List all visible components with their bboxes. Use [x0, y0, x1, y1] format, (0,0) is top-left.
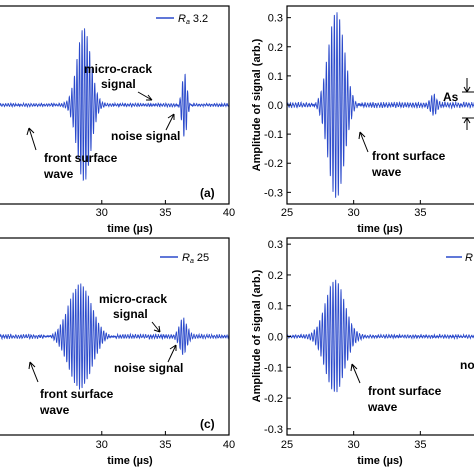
panel-b-xtick-label-1: 30	[348, 207, 360, 219]
panel-a-noise-arrow	[165, 113, 175, 131]
panel-d-ytick-label-0: -0.3	[264, 424, 283, 436]
panel-a-noise-label: noise signal	[111, 129, 180, 143]
panel-a-xtick-label-1: 35	[159, 207, 171, 219]
panel-a-legend-label: Ra 3.2	[178, 13, 208, 26]
panel-b-xtick-label-0: 25	[281, 207, 293, 219]
panel-c-noise-label: noise signal	[114, 361, 183, 375]
panel-c-xtick-label-0: 30	[96, 439, 108, 451]
panel-d-xtick-label-2: 35	[414, 439, 426, 451]
panel-b-xlabel: time (µs)	[357, 223, 403, 235]
panel-b-ytick-label-5: 0.2	[268, 42, 283, 54]
panel-d-xticks: 25 30 35	[281, 431, 426, 451]
panel-a-front-label-2: wave	[43, 167, 74, 181]
panel-c-label: (c)	[200, 417, 215, 431]
panel-b-ytick-label-1: -0.2	[264, 158, 283, 170]
panel-c-frame	[0, 237, 230, 436]
panel-b-front-label-1: front surface	[372, 149, 446, 163]
panel-b-as-label: As	[443, 90, 459, 104]
panel-a-xticks: 30 35 40	[96, 200, 235, 219]
panel-a-xtick-label-2: 40	[223, 207, 235, 219]
panel-d-xlabel: time (µs)	[357, 455, 403, 467]
panel-c-crack-arrow	[151, 321, 161, 333]
panel-c-noise-arrow	[167, 344, 177, 363]
panel-b-as-arrow-down	[463, 117, 471, 130]
panel-b-series-0-line	[286, 12, 474, 198]
panel-a-front-label-1: front surface	[44, 151, 118, 165]
panel-b-ytick-label-6: 0.3	[268, 13, 283, 25]
panel-b-front-label-2: wave	[371, 165, 402, 179]
panel-d-ytick-label-6: 0.3	[268, 239, 283, 251]
panel-d-ylabel: Amplitude of signal (arb.)	[251, 269, 263, 402]
panel-d-ytick-label-1: -0.2	[264, 393, 283, 405]
panel-c-signal-group	[0, 283, 230, 390]
panel-d-front-label-2: wave	[367, 400, 398, 414]
panel-c-crack-label-1: micro-crack	[99, 292, 167, 306]
panel-b-xtick-label-2: 35	[414, 207, 426, 219]
panel-d-no-label: no	[460, 358, 474, 372]
panel-d-signal-group	[286, 279, 474, 393]
panel-c-crack-label-2: signal	[113, 307, 148, 321]
panel-b-ytick-label-3: 0.0	[268, 100, 283, 112]
panel-b-front-arrow	[358, 131, 369, 153]
panel-c-series-0-line	[0, 283, 230, 390]
panel-d-front-label-1: front surface	[368, 384, 442, 398]
panel-b-ytick-label-4: 0.1	[268, 71, 283, 83]
panel-a-xtick-label-0: 30	[96, 207, 108, 219]
panel-a-crack-arrow	[137, 91, 153, 101]
panel-d-front-arrow	[350, 363, 361, 384]
panel-c-xticks: 30 35 40	[96, 431, 235, 451]
panel-b-as-arrow-up	[463, 78, 471, 93]
panel-d-ytick-label-3: 0.0	[268, 332, 283, 344]
panel-c-xtick-label-2: 40	[223, 439, 235, 451]
panel-b: -0.3 -0.2 -0.1 0.0 0.1 0.2 0.3 Amplitude of si…	[251, 5, 474, 235]
panel-c-front-arrow	[28, 361, 39, 383]
panel-b-yticks: -0.3 -0.2 -0.1 0.0 0.1 0.2 0.3	[264, 13, 291, 199]
panel-c-xtick-label-1: 35	[159, 439, 171, 451]
panel-a-crack-label-2: signal	[101, 77, 136, 91]
panel-c-front-label-1: front surface	[40, 387, 114, 401]
panel-a-front-arrow	[26, 127, 37, 151]
panel-a-series-0-line	[0, 28, 230, 182]
panel-a-crack-label-1: micro-crack	[84, 62, 152, 76]
panel-a: Ra 3.2 micro-crack signal noise signal fr…	[0, 5, 235, 235]
panel-a-frame	[0, 5, 230, 205]
panel-a-signal-group	[0, 28, 230, 182]
panel-b-ytick-label-0: -0.3	[264, 187, 283, 199]
panel-b-ytick-label-2: -0.1	[264, 129, 283, 141]
panel-d-xtick-label-0: 25	[281, 439, 293, 451]
panel-b-xticks: 25 30 35	[281, 200, 426, 219]
panel-c-legend-label: Ra 25	[182, 252, 209, 265]
panel-d-xtick-label-1: 30	[348, 439, 360, 451]
panel-d-ytick-label-2: -0.1	[264, 362, 283, 374]
panel-c: Ra 25 micro-crack signal noise signal fro…	[0, 237, 235, 467]
panel-a-label: (a)	[200, 186, 215, 200]
panel-d-ytick-label-5: 0.2	[268, 270, 283, 282]
panel-d-legend-label: R	[465, 252, 473, 264]
panel-d: -0.3 -0.2 -0.1 0.0 0.1 0.2 0.3 Amplitude of si…	[251, 237, 474, 467]
panel-d-series-0-line	[286, 279, 474, 393]
panel-d-yticks: -0.3 -0.2 -0.1 0.0 0.1 0.2 0.3	[264, 239, 291, 436]
panel-b-ylabel: Amplitude of signal (arb.)	[251, 38, 263, 171]
panel-b-signal-group	[286, 12, 474, 198]
panel-c-xlabel: time (µs)	[107, 455, 153, 467]
panel-a-xlabel: time (µs)	[107, 223, 153, 235]
panel-d-ytick-label-4: 0.1	[268, 301, 283, 313]
panel-c-front-label-2: wave	[39, 403, 70, 417]
